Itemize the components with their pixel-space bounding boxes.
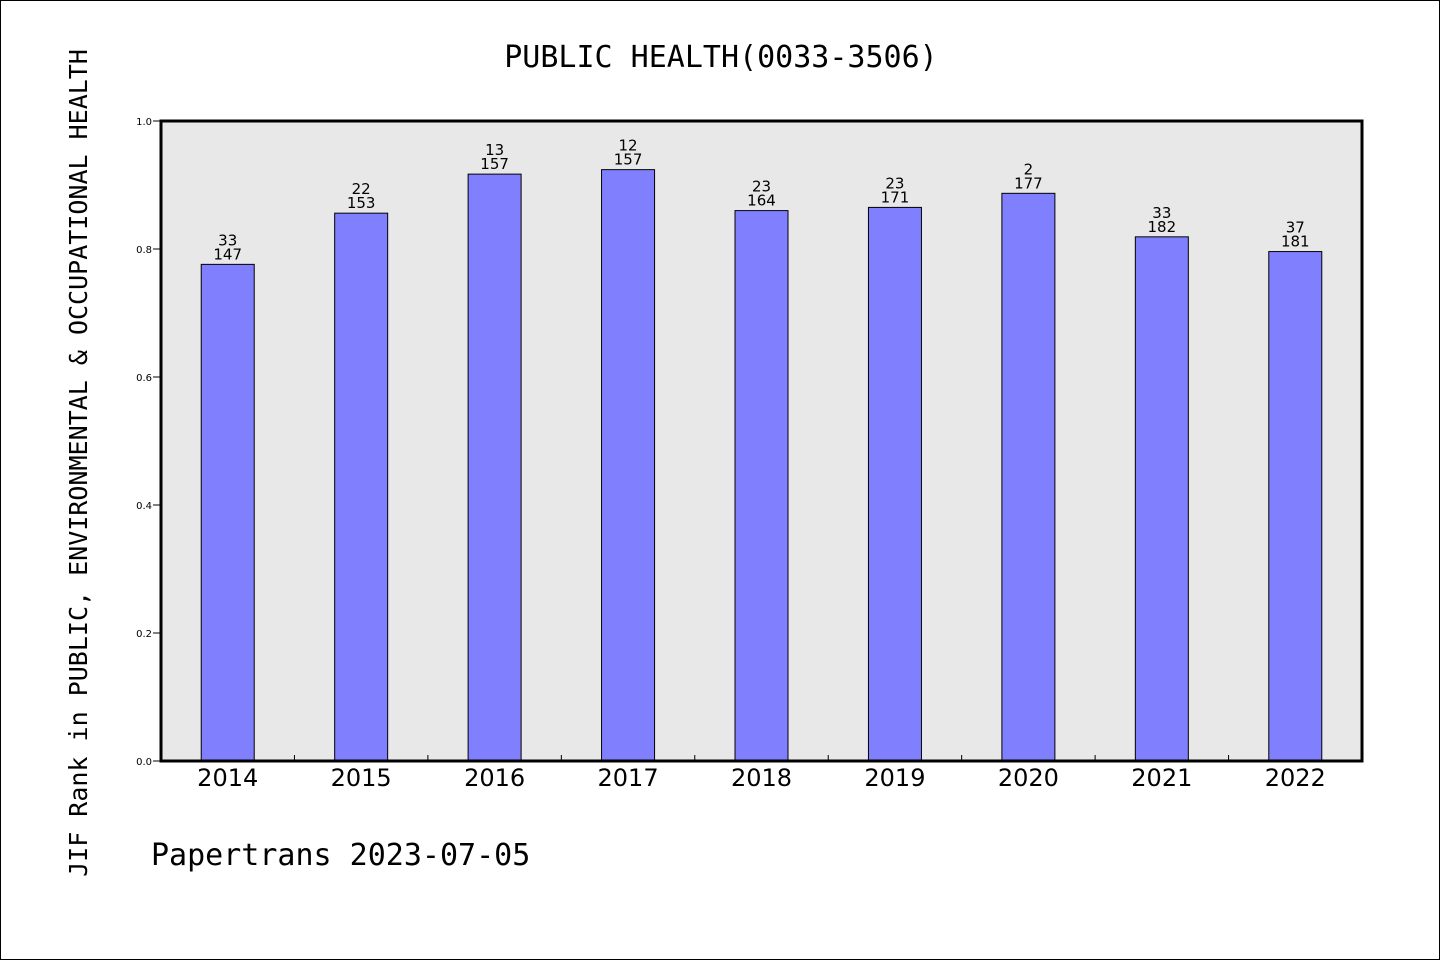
y-tick-label: 0.6 xyxy=(136,373,152,384)
bar-rank-label: 12 xyxy=(619,137,638,155)
bar-total-label: 157 xyxy=(480,155,509,173)
bar xyxy=(734,210,789,762)
bar xyxy=(1134,236,1189,762)
x-tick-label: 2021 xyxy=(1131,764,1192,792)
x-tick-label: 2015 xyxy=(331,764,392,792)
bar xyxy=(601,169,656,762)
y-axis-label: JIF Rank in PUBLIC, ENVIRONMENTAL & OCCU… xyxy=(64,49,93,877)
x-tick-label: 2016 xyxy=(464,764,525,792)
bar-total-label: 147 xyxy=(213,245,242,263)
bar-total-label: 182 xyxy=(1148,218,1177,236)
bar-rank-label: 2 xyxy=(1024,160,1034,178)
bar-total-label: 157 xyxy=(614,151,643,169)
bar-total-label: 153 xyxy=(347,194,376,212)
bar-total-label: 164 xyxy=(747,192,776,210)
bar xyxy=(1001,192,1056,762)
x-tick-label: 2014 xyxy=(197,764,258,792)
bar-rank-label: 33 xyxy=(218,231,237,249)
y-tick-label: 0.2 xyxy=(136,629,152,640)
x-tick-label: 2019 xyxy=(864,764,925,792)
y-tick-label: 0.4 xyxy=(136,501,152,512)
y-tick-label: 1.0 xyxy=(136,117,152,128)
bar xyxy=(200,263,255,762)
bar-rank-label: 23 xyxy=(752,178,771,196)
bar xyxy=(1268,251,1323,762)
bar-total-label: 177 xyxy=(1014,174,1043,192)
x-tick-label: 2017 xyxy=(598,764,659,792)
chart-title: PUBLIC HEALTH(0033-3506) xyxy=(504,40,937,75)
x-tick-label: 2022 xyxy=(1265,764,1326,792)
bar xyxy=(334,212,389,762)
bar xyxy=(867,206,922,762)
bar-total-label: 171 xyxy=(881,188,910,206)
axis-layer: 0.0 0.2 0.4 0.6 0.8 1.0 2014 2015 2016 2017 2018 20… xyxy=(136,117,1326,792)
bar-rank-label: 37 xyxy=(1286,219,1305,237)
bar-rank-label: 22 xyxy=(352,180,371,198)
bar-rank-label: 33 xyxy=(1152,204,1171,222)
plot-border xyxy=(159,119,1364,763)
bar-rank-label: 23 xyxy=(885,174,904,192)
bar xyxy=(467,173,522,762)
bar-total-label: 181 xyxy=(1281,233,1310,251)
y-tick-label: 0.0 xyxy=(136,757,152,768)
footer-credit: Papertrans 2023-07-05 xyxy=(151,838,530,873)
y-tick-label: 0.8 xyxy=(136,245,152,256)
x-tick-label: 2020 xyxy=(998,764,1059,792)
x-tick-label: 2018 xyxy=(731,764,792,792)
bar-rank-label: 13 xyxy=(485,141,504,159)
